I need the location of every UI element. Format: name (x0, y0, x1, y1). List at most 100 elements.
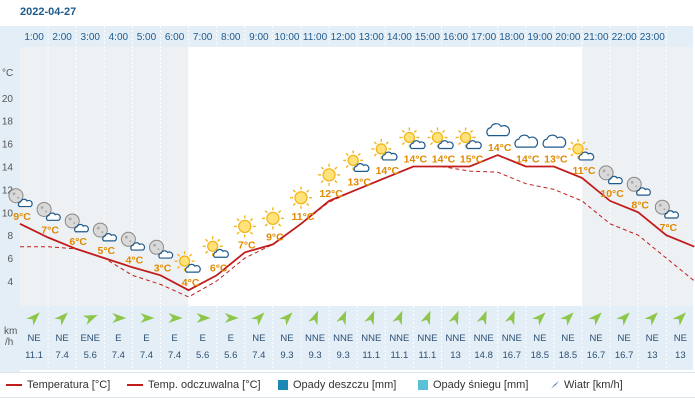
hour-label: 16:00 (443, 32, 468, 43)
legend-feels-like: Temp. odczuwalna [°C] (127, 379, 261, 391)
temperature-value-label: 14°C (432, 154, 456, 166)
wind-speed-label: 7.4 (56, 350, 69, 361)
temperature-value-label: 7°C (238, 239, 256, 251)
wind-speed-label: 9.3 (337, 350, 350, 361)
hour-label: 14:00 (387, 32, 412, 43)
y-tick-label: 10 (2, 208, 14, 219)
hour-label: 3:00 (81, 32, 101, 43)
hour-label: 7:00 (193, 32, 213, 43)
night-partly-cloudy-icon (8, 188, 33, 208)
wind-speed-label: 11.1 (362, 350, 380, 361)
y-tick-label: 16 (2, 140, 14, 151)
wind-arrow-icon (551, 381, 559, 390)
wind-arrow-icon (140, 313, 155, 323)
night-partly-cloudy-icon (120, 231, 146, 251)
wind-arrow-icon (196, 313, 211, 323)
wind-direction-label: NNE (361, 333, 381, 344)
wind-direction-label: NNE (417, 333, 437, 344)
wind-speed-label: 11.1 (25, 350, 43, 361)
hour-label: 20:00 (555, 32, 580, 43)
sun-icon (233, 215, 256, 238)
wind-speed-label: 16.7 (587, 350, 606, 361)
wind-arrow-icon (168, 313, 183, 323)
wind-speed-label: 13 (647, 350, 658, 361)
hour-label: 12:00 (331, 32, 356, 43)
temperature-value-label: 12°C (319, 188, 343, 200)
wind-speed-label: 7.4 (168, 350, 181, 361)
hour-label: 8:00 (221, 32, 241, 43)
temperature-value-label: 11°C (573, 165, 596, 177)
wind-direction-label: NNE (446, 333, 466, 344)
wind-direction-label: NE (589, 333, 602, 344)
cloud-icon (542, 134, 567, 148)
wind-arrow-icon (672, 312, 687, 326)
wind-speed-label: 9.3 (280, 350, 293, 361)
temperature-value-label: 14°C (488, 142, 512, 154)
hour-label: 13:00 (359, 32, 384, 43)
wind-speed-label: 9.3 (308, 350, 321, 361)
wind-arrow-icon (644, 312, 658, 326)
wind-direction-label: NE (618, 333, 631, 344)
sun-behind-cloud-icon (174, 251, 201, 273)
night-partly-cloudy-icon (598, 165, 623, 185)
y-tick-label: 20 (2, 94, 14, 105)
temperature-value-label: 15°C (460, 154, 484, 166)
wind-direction-label: NE (561, 333, 574, 344)
hour-label: 21:00 (584, 32, 609, 43)
chart-date: 2022-04-27 (20, 6, 77, 18)
wind-direction-label: NE (27, 333, 40, 344)
temperature-value-label: 6°C (69, 236, 87, 248)
wind-arrow-icon (112, 313, 127, 323)
wind-speed-label: 14.8 (474, 350, 493, 361)
hour-label: 17:00 (471, 32, 496, 43)
wind-speed-label: 7.4 (112, 350, 125, 361)
wind-arrow-icon (588, 312, 602, 326)
sun-behind-cloud-icon (399, 127, 426, 150)
wind-speed-label: 13 (450, 350, 461, 361)
wind-direction-label: E (143, 333, 149, 344)
cloud-icon (514, 134, 539, 148)
temperature-value-label: 6°C (210, 262, 228, 274)
wind-direction-label: NE (674, 333, 687, 344)
sun-icon (261, 207, 284, 230)
wind-arrow-icon (82, 314, 98, 325)
temperature-value-label: 7°C (659, 222, 677, 234)
legend-rain-label: Opady deszczu [mm] (293, 379, 397, 391)
wind-arrow-icon (560, 312, 574, 326)
wind-direction-label: NNE (305, 333, 325, 344)
hour-label: 2:00 (52, 32, 72, 43)
wind-direction-label: NE (280, 333, 293, 344)
hour-label: 1:00 (24, 32, 44, 43)
cloud-icon (486, 123, 511, 137)
temperature-value-label: 9°C (13, 211, 31, 223)
wind-speed-label: 5.6 (224, 350, 237, 361)
wind-speed-label: 7.4 (252, 350, 265, 361)
hour-label: 9:00 (249, 32, 269, 43)
legend-feels-like-label: Temp. odczuwalna [°C] (148, 379, 261, 391)
wind-arrow-icon (504, 310, 515, 326)
y-tick-label: 8 (7, 231, 13, 242)
temperature-value-label: 9°C (266, 231, 284, 243)
wind-direction-label: NNE (333, 333, 353, 344)
hour-label: 23:00 (640, 32, 665, 43)
sun-behind-cloud-icon (568, 138, 595, 161)
hour-label: 5:00 (137, 32, 157, 43)
wind-arrow-icon (279, 312, 293, 326)
hour-label: 18:00 (499, 32, 524, 43)
temperature-unit-label: °C (2, 68, 13, 79)
night-partly-cloudy-icon (626, 176, 651, 196)
temperature-value-label: 14°C (376, 165, 400, 177)
wind-direction-label: NE (252, 333, 265, 344)
wind-arrow-icon (26, 312, 40, 326)
y-tick-label: 18 (2, 117, 14, 128)
wind-unit-label-km: km (4, 326, 17, 337)
sun-icon (318, 163, 341, 186)
wind-arrow-icon (532, 312, 546, 326)
night-partly-cloudy-icon (149, 239, 174, 259)
wind-arrow-icon (392, 310, 403, 326)
y-tick-label: 14 (2, 163, 14, 174)
wind-direction-label: NE (646, 333, 659, 344)
legend-temperature-label: Temperatura [°C] (27, 379, 111, 391)
wind-speed-label: 16.7 (615, 350, 634, 361)
